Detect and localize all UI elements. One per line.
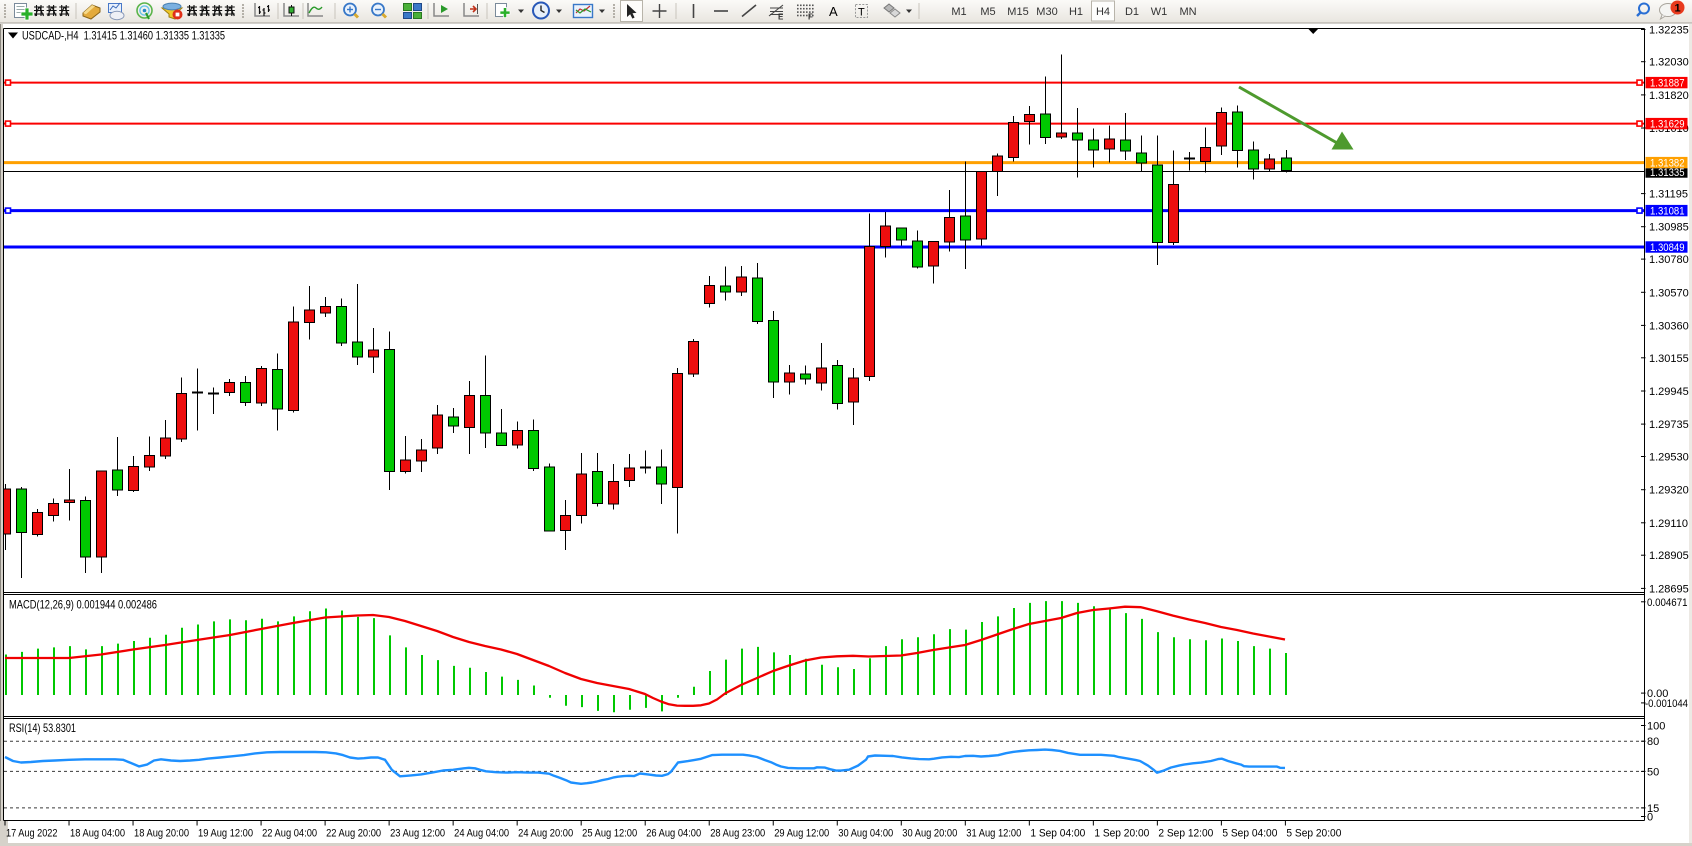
svg-text:1.28695: 1.28695 (1649, 583, 1689, 595)
svg-text:24 Aug 04:00: 24 Aug 04:00 (454, 828, 509, 840)
svg-text:USDCAD-,H4 1.31415 1.31460 1.: USDCAD-,H4 1.31415 1.31460 1.31335 1.313… (22, 29, 225, 43)
svg-text:W1: W1 (1151, 6, 1168, 18)
svg-text:M1: M1 (951, 6, 966, 18)
svg-text:1.31820: 1.31820 (1649, 90, 1689, 102)
svg-text:24 Aug 20:00: 24 Aug 20:00 (518, 828, 573, 840)
svg-text:80: 80 (1647, 736, 1659, 748)
svg-text:1.28905: 1.28905 (1649, 550, 1689, 562)
svg-text:29 Aug 12:00: 29 Aug 12:00 (774, 828, 829, 840)
svg-text:1.31382: 1.31382 (1650, 158, 1685, 170)
svg-text:5 Sep 04:00: 5 Sep 04:00 (1222, 828, 1277, 840)
svg-text:2 Sep 12:00: 2 Sep 12:00 (1158, 828, 1213, 840)
svg-text:T: T (858, 7, 865, 19)
svg-text:25 Aug 12:00: 25 Aug 12:00 (582, 828, 637, 840)
svg-text:1.30780: 1.30780 (1649, 254, 1689, 266)
svg-text:1.31887: 1.31887 (1650, 78, 1685, 90)
svg-text:19 Aug 12:00: 19 Aug 12:00 (198, 828, 253, 840)
svg-text:H1: H1 (1069, 6, 1083, 18)
svg-text:1.30570: 1.30570 (1649, 287, 1689, 299)
svg-text:0.004671: 0.004671 (1647, 597, 1688, 609)
svg-text:1.31335: 1.31335 (1650, 167, 1685, 179)
svg-text:1.32030: 1.32030 (1649, 57, 1689, 69)
svg-text:M5: M5 (980, 6, 995, 18)
svg-text:1.29945: 1.29945 (1649, 386, 1689, 398)
svg-text:1.31081: 1.31081 (1650, 206, 1685, 218)
svg-text:18 Aug 04:00: 18 Aug 04:00 (70, 828, 125, 840)
svg-text:D1: D1 (1125, 6, 1139, 18)
svg-text:22 Aug 20:00: 22 Aug 20:00 (326, 828, 381, 840)
svg-text:1 Sep 20:00: 1 Sep 20:00 (1094, 828, 1149, 840)
svg-text:30 Aug 04:00: 30 Aug 04:00 (838, 828, 893, 840)
svg-text:1 Sep 04:00: 1 Sep 04:00 (1030, 828, 1085, 840)
svg-text:1.29320: 1.29320 (1649, 485, 1689, 497)
svg-text:1: 1 (1674, 3, 1680, 15)
svg-text:0: 0 (1647, 812, 1653, 824)
svg-text:H4: H4 (1096, 6, 1110, 18)
svg-text:1.30985: 1.30985 (1649, 222, 1689, 234)
svg-text:15: 15 (1647, 803, 1659, 815)
svg-text:RSI(14) 53.8301: RSI(14) 53.8301 (9, 721, 76, 735)
svg-text:18 Aug 20:00: 18 Aug 20:00 (134, 828, 189, 840)
svg-text:31 Aug 12:00: 31 Aug 12:00 (966, 828, 1021, 840)
svg-text:1.29735: 1.29735 (1649, 419, 1689, 431)
svg-text:F: F (808, 13, 813, 22)
svg-text:M15: M15 (1007, 6, 1028, 18)
svg-text:28 Aug 23:00: 28 Aug 23:00 (710, 828, 765, 840)
svg-text:1.30849: 1.30849 (1650, 242, 1685, 254)
svg-text:-0.001044: -0.001044 (1645, 698, 1688, 710)
svg-text:1.29110: 1.29110 (1649, 518, 1688, 530)
svg-text:M30: M30 (1036, 6, 1057, 18)
svg-text:MN: MN (1179, 6, 1196, 18)
svg-text:E: E (778, 13, 784, 22)
svg-text:A: A (829, 4, 838, 19)
svg-text:26 Aug 04:00: 26 Aug 04:00 (646, 828, 701, 840)
svg-text:1.31195: 1.31195 (1649, 189, 1688, 201)
svg-text:30 Aug 20:00: 30 Aug 20:00 (902, 828, 957, 840)
svg-text:1.32235: 1.32235 (1649, 25, 1689, 37)
svg-text:50: 50 (1647, 766, 1659, 778)
svg-text:100: 100 (1647, 721, 1665, 733)
svg-text:1.29530: 1.29530 (1649, 452, 1689, 464)
svg-text:0.00: 0.00 (1647, 688, 1668, 700)
svg-text:17 Aug 2022: 17 Aug 2022 (6, 828, 58, 840)
svg-text:5 Sep 20:00: 5 Sep 20:00 (1286, 828, 1341, 840)
svg-text:1.30155: 1.30155 (1649, 353, 1689, 365)
svg-text:23 Aug 12:00: 23 Aug 12:00 (390, 828, 445, 840)
svg-text:MACD(12,26,9) 0.001944 0.00248: MACD(12,26,9) 0.001944 0.002486 (9, 598, 157, 612)
svg-text:1.31629: 1.31629 (1650, 119, 1685, 131)
svg-text:1.30360: 1.30360 (1649, 320, 1689, 332)
svg-text:22 Aug 04:00: 22 Aug 04:00 (262, 828, 317, 840)
